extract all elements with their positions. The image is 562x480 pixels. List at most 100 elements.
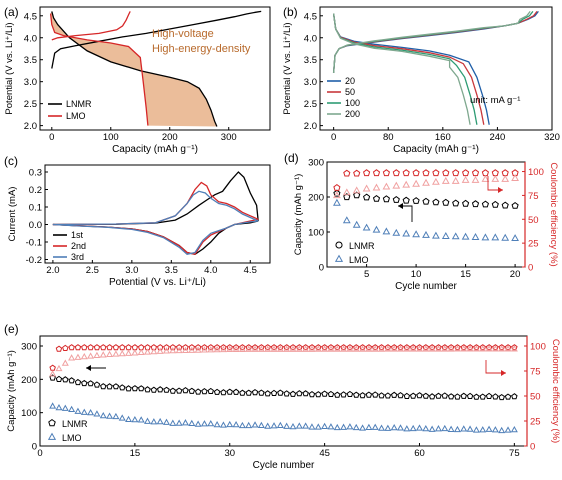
x-tick-label: 30 — [224, 448, 235, 459]
y-tick-label: 0.0 — [29, 220, 42, 231]
data-point-lnmr — [137, 385, 145, 392]
x-tick-label: 2.0 — [46, 265, 59, 276]
right-y-axis-label: Coulombic efficiency (%) — [550, 339, 561, 443]
data-point-lmo-ce — [99, 351, 107, 358]
data-point-lnmr — [371, 391, 379, 398]
data-point-lnmr-ce — [504, 344, 512, 351]
data-point-lmo-ce — [479, 345, 487, 352]
data-point-lmo — [432, 231, 440, 239]
data-point-lnmr-ce — [365, 344, 373, 351]
data-point-lnmr — [372, 194, 381, 202]
data-point-lmo-ce — [276, 345, 284, 352]
data-point-lmo-ce — [390, 345, 398, 352]
data-point-lnmr-ce — [182, 344, 189, 351]
data-point-lmo-ce — [137, 348, 145, 356]
data-point-lmo — [359, 424, 367, 431]
data-point-lmo-ce — [238, 345, 246, 352]
legend-title: unit: mA g⁻¹ — [470, 95, 520, 106]
data-point-lmo — [181, 419, 189, 426]
y-tick-label: 300 — [21, 342, 37, 353]
data-point-lmo — [61, 404, 69, 411]
data-point-lnmr-ce — [175, 344, 183, 351]
data-point-lmo — [302, 422, 310, 429]
y-tick-label: 3.0 — [24, 77, 37, 88]
data-point-lnmr — [327, 390, 335, 397]
data-point-lnmr-ce — [454, 344, 461, 351]
data-point-lnmr-ce — [452, 169, 460, 177]
data-point-lmo — [382, 227, 391, 235]
data-point-lnmr — [471, 200, 480, 208]
right-y-axis-label: Coulombic efficiency (%) — [548, 162, 559, 266]
data-point-lnmr-ce — [327, 344, 335, 351]
legend-label: 100 — [345, 98, 360, 108]
data-point-lnmr — [403, 392, 411, 399]
data-point-lnmr — [296, 390, 303, 397]
data-point-lnmr — [188, 387, 196, 394]
data-point-lnmr — [308, 390, 316, 398]
data-point-lmo — [472, 426, 480, 433]
data-point-lmo — [264, 422, 272, 429]
data-point-lnmr — [119, 384, 126, 391]
arrowhead-left — [398, 203, 403, 209]
data-point-lnmr — [106, 383, 113, 390]
data-point-lmo — [175, 419, 183, 426]
x-tick-label: 160 — [435, 132, 451, 143]
data-point-lmo-ce — [382, 182, 391, 190]
data-point-lnmr — [81, 379, 88, 387]
legend-label: LMO — [349, 255, 369, 265]
data-point-lnmr — [390, 391, 398, 398]
x-axis-label: Cycle number — [253, 460, 315, 471]
data-point-lnmr-ce — [308, 344, 316, 351]
data-point-lmo-ce — [207, 346, 215, 353]
x-tick-label: 200 — [162, 132, 178, 143]
data-point-lnmr — [220, 389, 227, 396]
data-point-lnmr — [511, 201, 519, 209]
y-tick-label: 4.5 — [24, 11, 37, 22]
data-point-lnmr — [363, 193, 371, 201]
data-point-lmo-ce — [61, 359, 69, 366]
data-point-lnmr — [125, 385, 132, 392]
data-point-lmo-ce — [169, 347, 177, 354]
data-point-lnmr — [87, 380, 94, 387]
data-point-lnmr — [346, 390, 354, 397]
data-point-lmo — [49, 402, 57, 409]
series-1st-anodic — [52, 171, 259, 226]
panel-label: (c) — [4, 154, 18, 168]
data-point-lmo-ce — [352, 345, 360, 352]
data-point-lmo — [188, 419, 196, 427]
data-point-lmo — [372, 225, 381, 233]
data-point-lmo-ce — [74, 353, 82, 360]
annotation-high-energy-density: High-energy-density — [152, 43, 251, 55]
data-point-lmo — [352, 423, 360, 431]
legend-label: 2nd — [71, 241, 86, 251]
x-tick-label: 80 — [383, 132, 394, 143]
data-point-lmo — [378, 424, 386, 431]
data-point-lmo-ce — [362, 184, 371, 192]
data-point-lmo — [501, 233, 510, 241]
data-point-lnmr-ce — [346, 344, 354, 351]
legend-label: LNMR — [349, 241, 375, 251]
data-point-lmo — [402, 229, 411, 237]
right-y-tick-label: 50 — [530, 392, 541, 403]
data-point-lmo — [511, 234, 519, 242]
data-point-lnmr — [74, 378, 82, 386]
right-y-tick-label: 75 — [530, 367, 541, 378]
y-axis-label: Current (mA) — [7, 187, 18, 242]
data-point-lmo — [342, 216, 351, 224]
data-point-lmo — [131, 415, 139, 423]
data-point-lnmr — [365, 391, 373, 398]
data-point-lnmr-ce — [353, 344, 360, 351]
data-point-lnmr — [501, 201, 509, 209]
data-point-lnmr-ce — [392, 169, 400, 177]
data-point-lnmr-ce — [491, 169, 499, 177]
data-point-lnmr-ce — [112, 344, 120, 351]
data-point-lmo — [87, 408, 95, 416]
data-point-lmo — [276, 421, 284, 429]
y-tick-label: 2.5 — [24, 99, 37, 110]
x-tick-label: 3.0 — [125, 265, 138, 276]
data-point-lmo-ce — [378, 345, 386, 352]
data-point-lmo-ce — [340, 345, 348, 352]
data-point-lmo — [384, 424, 392, 431]
data-point-lmo — [295, 422, 303, 429]
arrowhead-left — [86, 365, 91, 371]
